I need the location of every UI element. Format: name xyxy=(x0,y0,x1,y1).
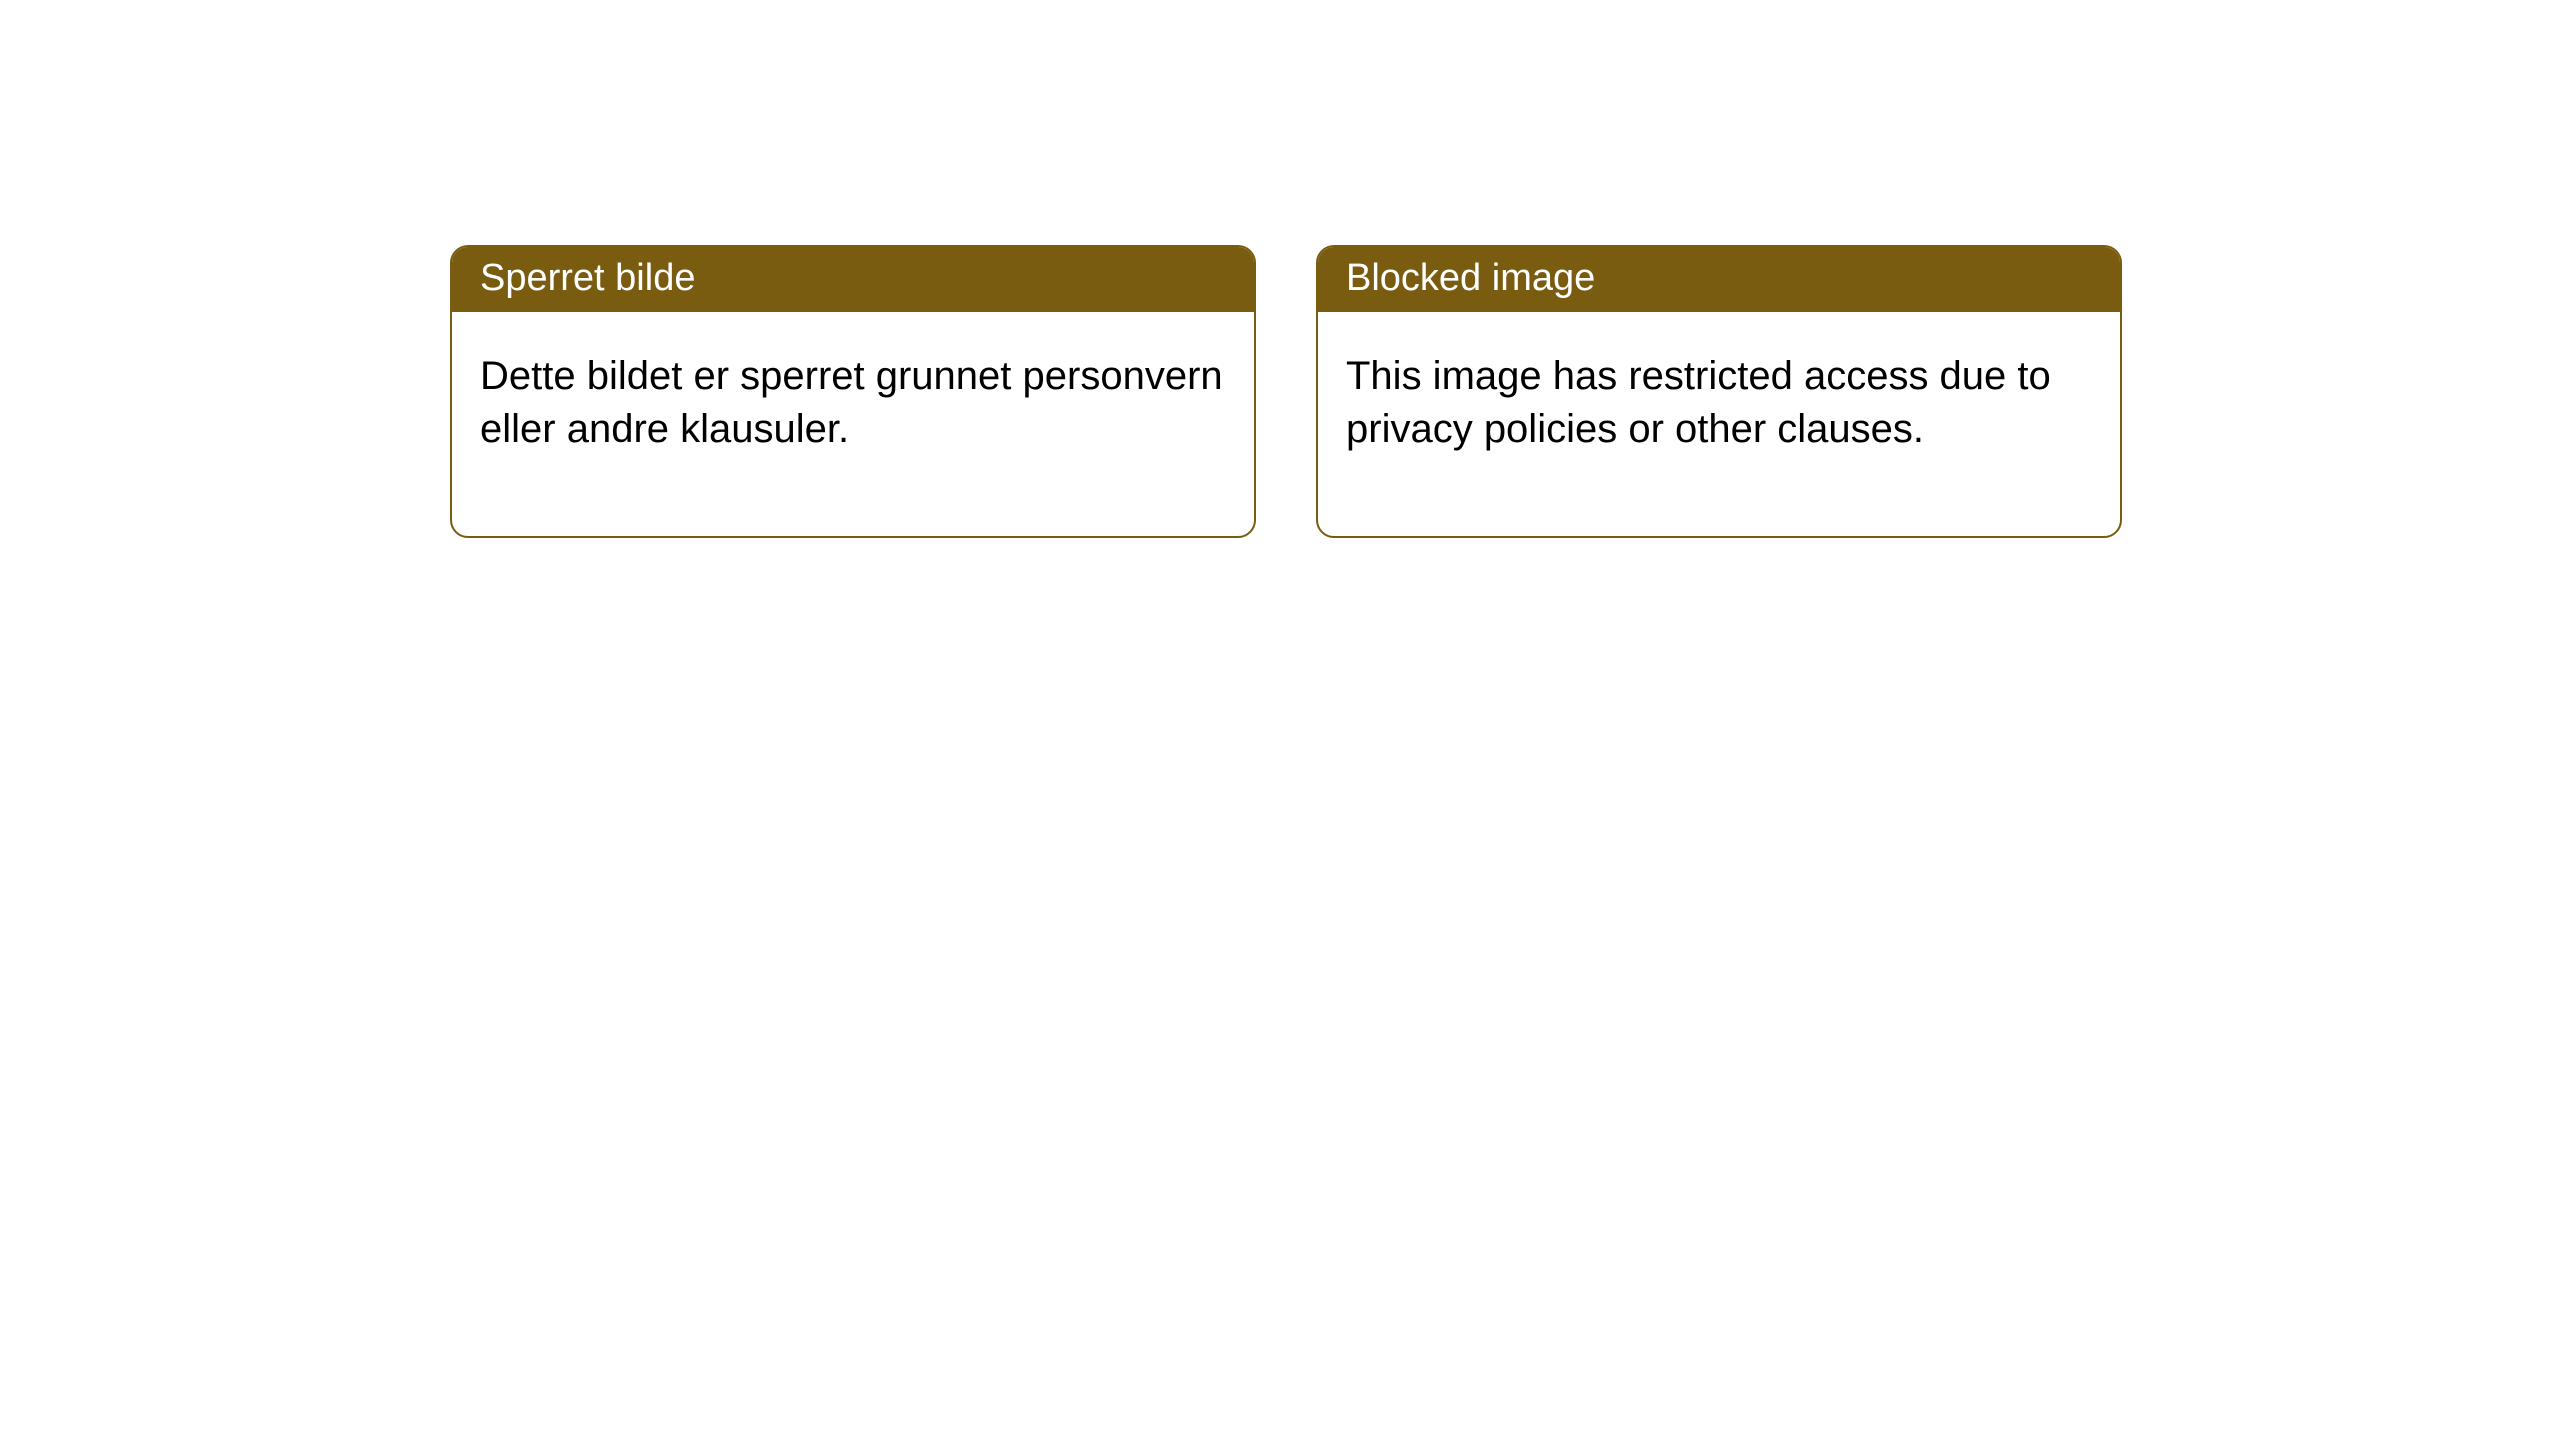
notice-body-norwegian: Dette bildet er sperret grunnet personve… xyxy=(452,312,1254,536)
notice-body-english: This image has restricted access due to … xyxy=(1318,312,2120,536)
notice-card-norwegian: Sperret bilde Dette bildet er sperret gr… xyxy=(450,245,1256,538)
notice-text-english: This image has restricted access due to … xyxy=(1346,354,2051,451)
notice-container: Sperret bilde Dette bildet er sperret gr… xyxy=(450,245,2122,538)
notice-header-norwegian: Sperret bilde xyxy=(452,247,1254,312)
notice-title-norwegian: Sperret bilde xyxy=(480,257,695,299)
notice-title-english: Blocked image xyxy=(1346,257,1595,299)
notice-card-english: Blocked image This image has restricted … xyxy=(1316,245,2122,538)
notice-header-english: Blocked image xyxy=(1318,247,2120,312)
notice-text-norwegian: Dette bildet er sperret grunnet personve… xyxy=(480,354,1223,451)
